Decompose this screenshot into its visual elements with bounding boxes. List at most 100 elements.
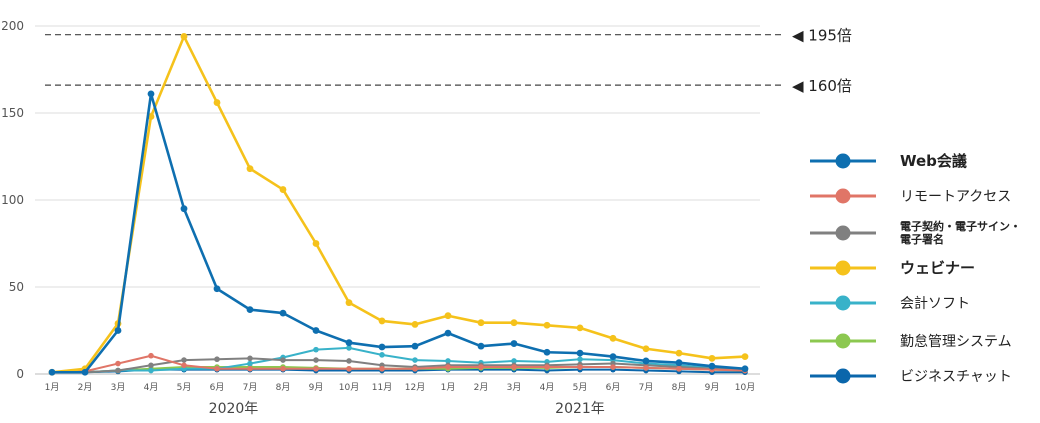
data-point xyxy=(147,90,155,98)
x-tick-label: 7月 xyxy=(639,382,654,393)
data-point xyxy=(148,352,154,359)
legend-swatch-marker xyxy=(835,153,851,169)
data-point xyxy=(543,321,551,329)
data-point xyxy=(412,357,418,363)
data-point xyxy=(246,306,254,314)
data-point xyxy=(544,364,550,370)
data-point xyxy=(214,365,220,372)
y-tick-label: 50 xyxy=(9,280,24,294)
x-tick-label: 7月 xyxy=(243,382,258,393)
x-tick-label: 10月 xyxy=(735,382,755,393)
x-tick-label: 6月 xyxy=(210,382,225,393)
data-point xyxy=(741,353,749,360)
data-point xyxy=(345,339,353,347)
data-point xyxy=(180,33,188,40)
data-point xyxy=(115,360,121,367)
data-point xyxy=(510,319,518,327)
series-line xyxy=(52,346,746,374)
data-point xyxy=(213,285,221,293)
data-point xyxy=(510,340,518,347)
x-tick-label: 6月 xyxy=(606,382,621,393)
data-point xyxy=(642,357,650,365)
legend-swatch-marker xyxy=(835,225,851,241)
data-point xyxy=(609,353,617,360)
y-tick-label: 100 xyxy=(1,193,24,207)
y-tick-label: 150 xyxy=(1,106,24,120)
legend-swatch-marker xyxy=(835,260,851,276)
data-point xyxy=(577,356,583,363)
x-tick-label: 3月 xyxy=(111,382,126,393)
legend-item: 電子契約・電子サイン・電子署名 xyxy=(810,219,1021,246)
data-point xyxy=(411,342,419,350)
legend-label: 勤怠管理システム xyxy=(900,334,1012,350)
data-point xyxy=(279,309,287,317)
data-point xyxy=(280,365,286,372)
y-axis: 0 50 100 150 200 xyxy=(1,19,24,381)
data-point xyxy=(247,360,253,367)
x-tick-label: 8月 xyxy=(672,382,687,393)
x-tick-label: 4月 xyxy=(540,382,555,393)
data-point xyxy=(180,205,188,213)
data-point xyxy=(213,99,221,106)
data-point xyxy=(675,359,683,367)
data-point xyxy=(478,364,484,370)
data-point xyxy=(708,362,716,370)
x-tick-label: 1月 xyxy=(45,382,60,393)
data-point xyxy=(675,349,683,357)
data-point xyxy=(477,319,485,327)
data-point xyxy=(411,321,419,328)
data-point xyxy=(247,355,253,362)
x-tick-label: 10月 xyxy=(339,382,359,393)
data-point xyxy=(379,365,385,372)
y-tick-label: 200 xyxy=(1,19,24,33)
data-point xyxy=(445,358,451,364)
data-point xyxy=(181,362,187,369)
data-point xyxy=(444,329,452,337)
series-0 xyxy=(48,90,749,376)
data-point xyxy=(181,357,187,363)
data-point xyxy=(444,312,452,320)
year-label: 2020年 xyxy=(209,401,259,417)
data-point xyxy=(346,345,352,351)
legend-item: 勤怠管理システム xyxy=(810,333,1012,350)
x-tick-label: 11月 xyxy=(372,382,392,393)
x-tick-label: 5月 xyxy=(573,382,588,393)
x-tick-label: 8月 xyxy=(276,382,291,393)
data-point xyxy=(543,348,551,356)
data-point xyxy=(642,345,650,353)
data-point xyxy=(610,364,616,370)
data-point xyxy=(48,368,56,376)
series-line xyxy=(52,92,746,374)
data-point xyxy=(378,343,386,351)
data-point xyxy=(741,365,749,373)
data-point xyxy=(214,356,220,363)
data-point xyxy=(576,324,584,332)
data-point xyxy=(346,358,352,364)
data-point xyxy=(609,334,617,342)
x-tick-label: 4月 xyxy=(144,382,159,393)
legend-label: Web会議 xyxy=(900,152,967,170)
data-point xyxy=(511,364,517,370)
x-tick-label: 3月 xyxy=(507,382,522,393)
series-1 xyxy=(49,352,748,376)
reference-label: ◀ 160倍 xyxy=(792,77,852,95)
x-axis: 1月 2月 3月 4月 5月 6月 7月 8月 9月 10月 11月 12月 1月 2月 3月 4月 5月 6月 7… xyxy=(45,382,756,417)
legend-item: リモートアクセス xyxy=(810,188,1011,205)
data-point xyxy=(280,357,286,363)
data-point xyxy=(148,367,154,374)
data-point xyxy=(643,365,649,371)
data-point xyxy=(114,327,122,334)
data-point xyxy=(477,342,485,350)
year-label: 2021年 xyxy=(555,401,605,417)
legend-swatch-marker xyxy=(835,188,851,204)
y-tick-label: 0 xyxy=(16,367,24,381)
legend-item: 会計ソフト xyxy=(810,295,970,312)
data-point xyxy=(115,367,121,374)
x-tick-label: 9月 xyxy=(705,382,720,393)
series-line xyxy=(51,35,746,374)
data-point xyxy=(313,346,319,353)
legend-label: ウェビナー xyxy=(900,259,975,277)
data-point xyxy=(412,365,418,372)
data-point xyxy=(247,365,253,372)
